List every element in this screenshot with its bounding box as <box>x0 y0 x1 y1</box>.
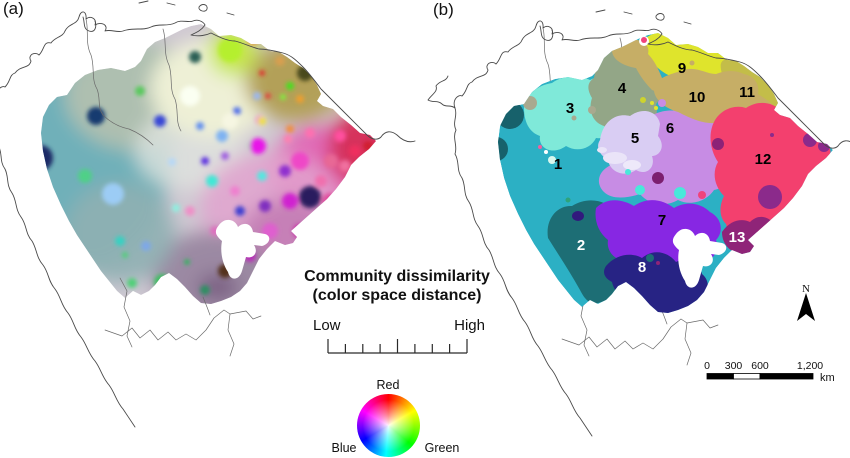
panel-a-map <box>0 0 416 428</box>
legend-low-label: Low <box>313 317 341 334</box>
region-4-label: 4 <box>618 80 627 97</box>
north-arrow-icon <box>797 293 815 321</box>
north-arrow-label: N <box>802 283 810 295</box>
region-9-label: 9 <box>678 60 686 77</box>
legend: Community dissimilarity (color space dis… <box>304 268 490 455</box>
region-12-area <box>710 102 831 238</box>
region-8-label: 8 <box>638 259 646 276</box>
wheel-blue-label: Blue <box>331 441 356 455</box>
wheel-green-label: Green <box>425 441 460 455</box>
scale-bar-unit: km <box>820 372 835 384</box>
scale-bar: 0 300 600 1,200 km <box>704 360 835 384</box>
panel-a-title: (a) <box>3 0 24 18</box>
region-13-label: 13 <box>729 229 746 246</box>
region-10-cap-area <box>612 38 664 92</box>
color-wheel-icon <box>357 394 420 457</box>
scale-bar-tick-300: 300 <box>725 360 743 372</box>
region-areas <box>498 33 833 313</box>
community-sample-dots <box>41 33 373 295</box>
region-7-label: 7 <box>658 212 666 229</box>
dissimilarity-scale-ruler <box>327 339 468 354</box>
region-3-label: 3 <box>566 100 574 117</box>
region-2-label: 2 <box>577 237 585 254</box>
region-1-label: 1 <box>554 156 562 173</box>
north-arrow: N <box>797 283 815 321</box>
panel-b-map: 1 2 3 4 5 6 7 8 9 10 11 12 13 <box>427 9 850 437</box>
legend-high-label: High <box>454 317 485 334</box>
scale-bar-tick-600: 600 <box>751 360 769 372</box>
region-6-area <box>598 109 731 205</box>
panel-b-title: (b) <box>433 0 454 19</box>
region-number-labels: 1 2 3 4 5 6 7 8 9 10 11 12 13 <box>554 60 772 276</box>
region-10-label: 10 <box>689 89 706 106</box>
region-6-label: 6 <box>666 120 674 137</box>
legend-title-line2: (color space distance) <box>313 287 482 304</box>
region-11-label: 11 <box>739 84 755 101</box>
scale-bar-tick-1200: 1,200 <box>797 360 823 372</box>
region-12-label: 12 <box>755 151 772 168</box>
region-5-label: 5 <box>631 130 639 147</box>
scale-bar-tick-0: 0 <box>704 360 710 372</box>
legend-title-line1: Community dissimilarity <box>304 268 490 285</box>
wheel-red-label: Red <box>377 378 400 392</box>
